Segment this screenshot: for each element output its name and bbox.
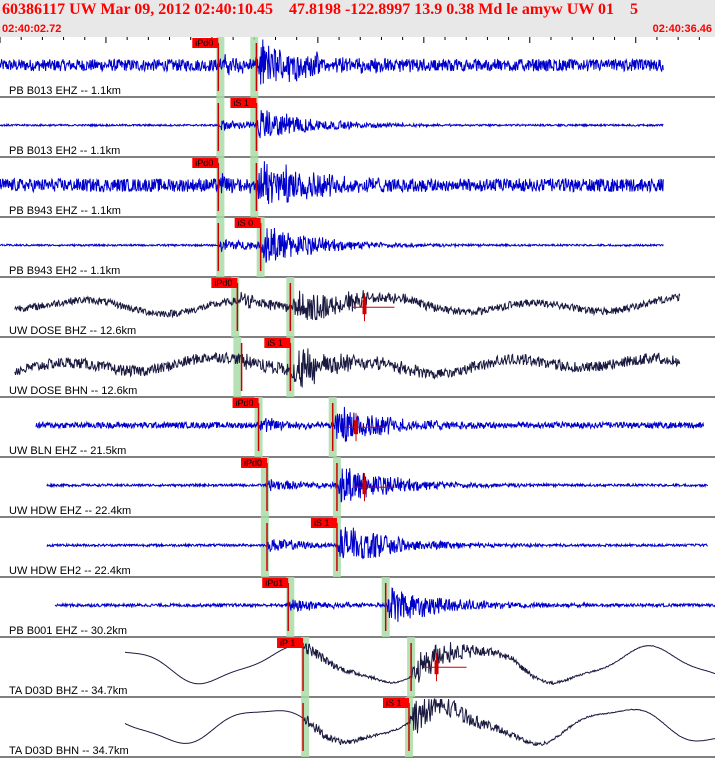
trace-panel-10: iP 1 TA D03D BHZ -- 34.7km	[0, 637, 715, 698]
pick-label-box	[262, 578, 289, 588]
trace-label: TA D03D BHN -- 34.7km	[9, 745, 129, 757]
pick-label-box	[211, 278, 238, 288]
pick-label-box	[230, 98, 257, 108]
waveform-line	[46, 526, 708, 560]
trace-label: UW HDW EH2 -- 22.4km	[9, 565, 131, 577]
pick-label-box	[234, 218, 261, 228]
trace-panel-11: iS 1 TA D03D BHN -- 34.7km	[0, 697, 715, 758]
pick-label-box	[192, 38, 219, 48]
pick-label-box	[232, 398, 259, 408]
trace-label: PB B943 EHZ -- 1.1km	[9, 205, 121, 217]
pick-label: iS 1	[233, 98, 249, 108]
trace-panel-8: iS 1 UW HDW EH2 -- 22.4km	[0, 517, 715, 578]
pick-window-band	[216, 157, 225, 217]
trace-label: UW HDW EHZ -- 22.4km	[9, 505, 131, 517]
pick-window-band	[250, 37, 259, 97]
pick-window-band	[301, 637, 310, 697]
trace-label: PB B013 EHZ -- 1.1km	[9, 85, 121, 97]
trace-panel-7: iPd0 UW HDW EHZ -- 22.4km	[0, 457, 715, 518]
waveform-line	[0, 39, 664, 85]
event-header: 60386117 UW Mar 09, 2012 02:40:10.45 47.…	[0, 0, 715, 37]
pick-label-box	[192, 158, 219, 168]
pick-label: iPd0	[244, 458, 262, 468]
waveform-line	[124, 697, 715, 747]
trace-panel-5: iS 1 UW DOSE BHN -- 12.6km	[0, 337, 715, 398]
event-title: 60386117 UW Mar 09, 2012 02:40:10.45 47.…	[2, 1, 638, 18]
pick-window-band	[301, 697, 310, 757]
pick-label: iS 1	[314, 518, 330, 528]
waveform-line	[0, 161, 664, 205]
trace-panel-6: iPd0 UW BLN EHZ -- 21.5km	[0, 397, 715, 458]
pick-label: iPd0	[214, 278, 232, 288]
trace-label: UW DOSE BHN -- 12.6km	[9, 385, 137, 397]
waveform-line	[14, 290, 681, 321]
pick-label-box	[277, 638, 304, 648]
cursor-marker	[362, 300, 367, 315]
trace-label: PB B001 EHZ -- 30.2km	[9, 625, 127, 637]
trace-panel-3: iS 0 PB B943 EH2 -- 1.1km	[0, 217, 715, 278]
waveform-line	[0, 227, 664, 263]
pick-window-band	[250, 97, 259, 157]
trace-panel-2: iPd0 PB B943 EHZ -- 1.1km	[0, 157, 715, 218]
waveform-line	[0, 110, 664, 139]
pick-label: iS 1	[267, 338, 283, 348]
trace-panel-9: iPd1 PB B001 EHZ -- 30.2km	[0, 577, 715, 638]
pick-label: iS 1	[386, 698, 402, 708]
pick-label: iPd0	[236, 398, 254, 408]
waveform-line	[35, 406, 705, 442]
waveform-line	[14, 348, 681, 388]
waveform-plot[interactable]: iPd0 PB B013 EHZ -- 1.1km iS 1 PB B013 EH2 …	[0, 37, 715, 758]
pick-label: iPd1	[265, 578, 283, 588]
pick-label-box	[382, 698, 409, 708]
waveform-line	[124, 642, 715, 685]
pick-label-box	[264, 338, 291, 348]
cursor-marker	[434, 660, 439, 675]
cursor-marker	[362, 480, 367, 495]
pick-label: iP 1	[280, 638, 295, 648]
trace-label: UW DOSE BHZ -- 12.6km	[9, 325, 136, 337]
pick-window-band	[260, 517, 269, 577]
waveform-line	[46, 468, 709, 503]
pick-label: iS 0	[238, 218, 254, 228]
pick-window-band	[260, 457, 269, 517]
pick-label: iPd0	[195, 38, 213, 48]
pick-label: iPd0	[195, 158, 213, 168]
trace-label: PB B943 EH2 -- 1.1km	[9, 265, 120, 277]
trace-panel-4: iPd0 UW DOSE BHZ -- 12.6km	[0, 277, 715, 338]
trace-panel-1: iS 1 PB B013 EH2 -- 1.1km	[0, 97, 715, 158]
time-start-label: 02:40:02.72	[2, 23, 62, 35]
pick-label-box	[310, 518, 337, 528]
waveform-line	[54, 587, 715, 622]
cursor-marker	[354, 420, 359, 435]
trace-label: UW BLN EHZ -- 21.5km	[9, 445, 126, 457]
pick-window-band	[231, 277, 240, 337]
pick-label-box	[241, 458, 268, 468]
trace-label: TA D03D BHZ -- 34.7km	[9, 685, 127, 697]
trace-label: PB B013 EH2 -- 1.1km	[9, 145, 120, 157]
time-end-label: 02:40:36.46	[652, 23, 712, 35]
pick-window-band	[216, 37, 225, 97]
trace-panel-0: iPd0 PB B013 EHZ -- 1.1km	[0, 37, 715, 98]
pick-window-band	[233, 337, 242, 397]
